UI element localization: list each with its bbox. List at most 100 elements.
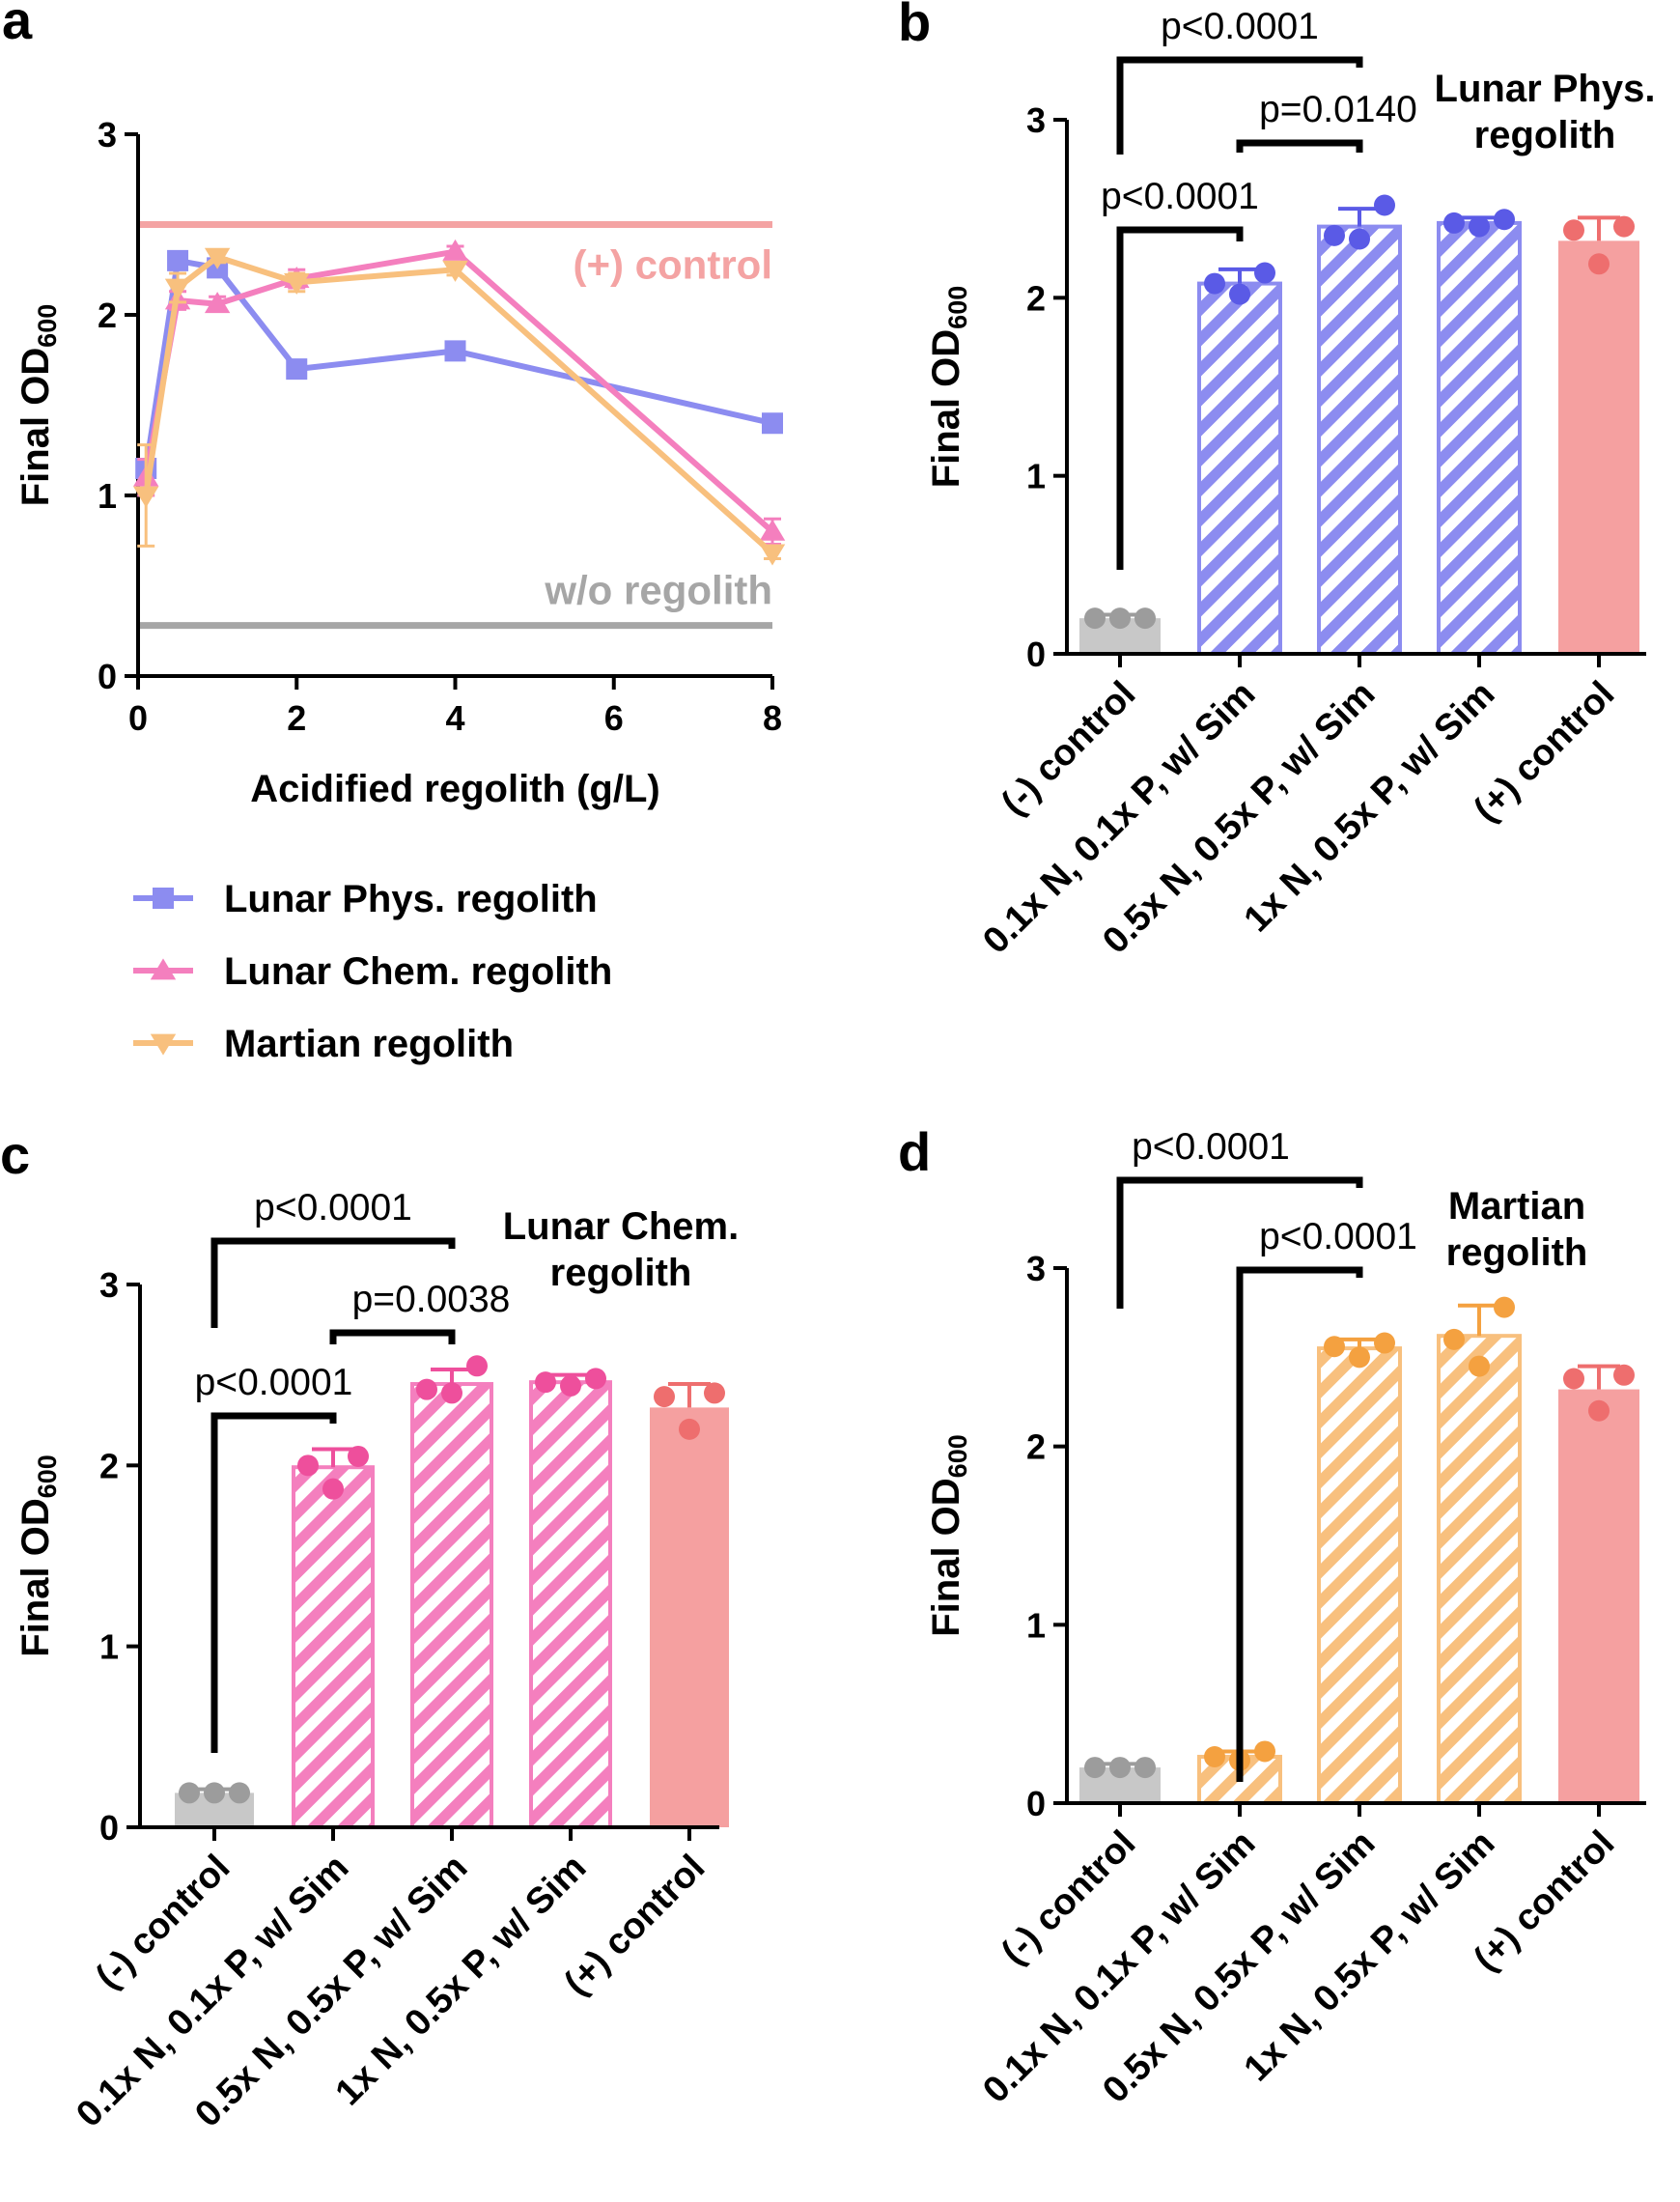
- panel-c-title-line-0: Lunar Chem.: [503, 1205, 739, 1248]
- panel-d-comparison-bracket-0: [1116, 1176, 1363, 1309]
- panel-a-y-axis-title: Final OD600: [14, 304, 62, 507]
- panel-b-data-point-3: [1469, 215, 1490, 238]
- panel-a-y-tick-label: 1: [98, 476, 117, 516]
- panel-a-x-tick-label: 0: [128, 698, 148, 738]
- panel-c-y-axis-title: Final OD600: [14, 1454, 62, 1657]
- panel-c-data-point-3: [585, 1368, 606, 1390]
- legend-label-2: Martian regolith: [224, 1023, 514, 1065]
- panel-c-title-line-1: regolith: [550, 1252, 692, 1294]
- panel-d-comparison-label-0: p<0.0001: [1132, 1126, 1290, 1168]
- panel-c-data-point-2: [416, 1378, 437, 1400]
- panel-b-data-point-1: [1254, 262, 1275, 284]
- panel-b-comparison-bracket-0: [1116, 56, 1363, 155]
- panel-b-title-line-0: Lunar Phys.: [1435, 68, 1656, 110]
- panel-b-y-axis-title: Final OD600: [925, 286, 972, 489]
- panel-a-y-tick-label: 3: [98, 115, 117, 155]
- panel-b-y-tick-label: 2: [1026, 278, 1046, 318]
- panel-d-y-tick-label: 2: [1026, 1427, 1046, 1467]
- panel-b-bar-1: [1197, 281, 1282, 656]
- panel-b-title-line-1: regolith: [1474, 114, 1616, 156]
- panel-c-comparison-bracket-2: [210, 1412, 337, 1753]
- panel-b-y-tick-label: 0: [1026, 635, 1046, 674]
- series-point-1: [204, 292, 231, 314]
- panel-a-y-tick-label: 0: [98, 657, 117, 696]
- panel-b-data-point-4: [1563, 219, 1584, 241]
- series-point-0: [167, 249, 189, 271]
- panel-c-comparison-label-1: p=0.0038: [352, 1279, 511, 1320]
- panel-c-bar-4: [650, 1407, 729, 1827]
- series-point-2: [133, 486, 159, 508]
- panel-d-bar-2: [1317, 1346, 1402, 1805]
- panel-c-comparison-label-0: p<0.0001: [254, 1187, 412, 1228]
- panel-d-title-line-1: regolith: [1446, 1231, 1588, 1274]
- panel-b-data-point-1: [1229, 283, 1250, 305]
- panel-c-data-point-0: [229, 1782, 250, 1804]
- panel-c-y-tick-label: 2: [99, 1446, 119, 1485]
- panel-d-data-point-4: [1563, 1368, 1584, 1390]
- panel-c-data-point-4: [679, 1418, 700, 1440]
- panel-d-y-tick-label: 3: [1026, 1249, 1046, 1288]
- panel-b-y-tick-label: 3: [1026, 100, 1046, 140]
- panel-b-data-point-4: [1613, 215, 1635, 238]
- series-point-2: [164, 278, 191, 300]
- panel-b-letter: b: [898, 0, 931, 52]
- panel-c-data-point-1: [297, 1454, 319, 1477]
- panel-b-comparison-label-2: p<0.0001: [1101, 176, 1259, 217]
- panel-d-letter: d: [898, 1121, 931, 1182]
- panel-d-y-tick-label: 1: [1026, 1605, 1046, 1645]
- panel-d-data-point-0: [1134, 1757, 1156, 1779]
- series-point-2: [759, 544, 786, 566]
- panel-a-line-chart: a (+) control w/o regolith 0 1 2 3 0 2 4 6 8 Acidifi…: [2, 0, 786, 1065]
- panel-c-data-point-3: [535, 1371, 556, 1394]
- panel-b-y-tick-label: 1: [1026, 457, 1046, 496]
- panel-b-data-point-2: [1374, 194, 1395, 216]
- panel-b-bar-3: [1437, 220, 1522, 656]
- reference-line-label-0: (+) control: [574, 242, 773, 288]
- panel-d-data-point-4: [1613, 1364, 1635, 1386]
- panel-d-comparison-bracket-1: [1236, 1266, 1363, 1782]
- panel-b-data-point-0: [1109, 607, 1131, 630]
- legend-label-0: Lunar Phys. regolith: [224, 878, 598, 920]
- legend-marker-0: [153, 888, 174, 909]
- panel-c-comparison-label-2: p<0.0001: [195, 1362, 353, 1403]
- panel-d-data-point-1: [1254, 1740, 1275, 1763]
- panel-c-data-point-1: [348, 1445, 369, 1467]
- series-point-1: [759, 519, 786, 541]
- panel-c-comparison-bracket-0: [210, 1237, 456, 1328]
- panel-c-data-point-4: [704, 1382, 725, 1404]
- series-point-1: [442, 239, 468, 261]
- panel-d-data-point-0: [1084, 1757, 1106, 1779]
- series-point-2: [204, 247, 231, 269]
- series-line-0: [143, 257, 773, 469]
- panel-b-data-point-2: [1324, 224, 1345, 246]
- panel-d-title-line-0: Martian: [1448, 1185, 1585, 1228]
- series-point-0: [762, 412, 783, 435]
- panel-d-data-point-4: [1588, 1399, 1610, 1422]
- panel-d-data-point-0: [1109, 1757, 1131, 1779]
- panel-b-comparison-bracket-1: [1236, 139, 1363, 153]
- panel-c-data-point-0: [204, 1782, 225, 1804]
- panel-b-bar-2: [1317, 224, 1402, 656]
- panel-c-data-point-4: [654, 1386, 675, 1408]
- panel-a-letter: a: [2, 0, 33, 50]
- panel-a-x-tick-label: 6: [604, 698, 624, 738]
- panel-c-comparison-bracket-1: [329, 1329, 456, 1344]
- panel-d-data-point-2: [1374, 1332, 1395, 1354]
- panel-b-data-point-1: [1204, 272, 1225, 295]
- panel-b-data-point-0: [1084, 607, 1106, 630]
- panel-d-data-point-3: [1443, 1328, 1465, 1350]
- series-point-2: [442, 260, 468, 282]
- panel-c-bar-3: [529, 1380, 612, 1830]
- panel-d-bar-4: [1558, 1389, 1639, 1803]
- panel-a-x-axis-title: Acidified regolith (g/L): [250, 768, 659, 810]
- panel-b-comparison-label-0: p<0.0001: [1161, 6, 1319, 47]
- panel-d-y-tick-label: 0: [1026, 1784, 1046, 1823]
- panel-b-data-point-3: [1494, 209, 1515, 231]
- panel-b-bar-4: [1558, 240, 1639, 654]
- panel-b-data-point-0: [1134, 607, 1156, 630]
- panel-c-data-point-3: [560, 1374, 581, 1397]
- panel-c-data-point-2: [441, 1382, 462, 1404]
